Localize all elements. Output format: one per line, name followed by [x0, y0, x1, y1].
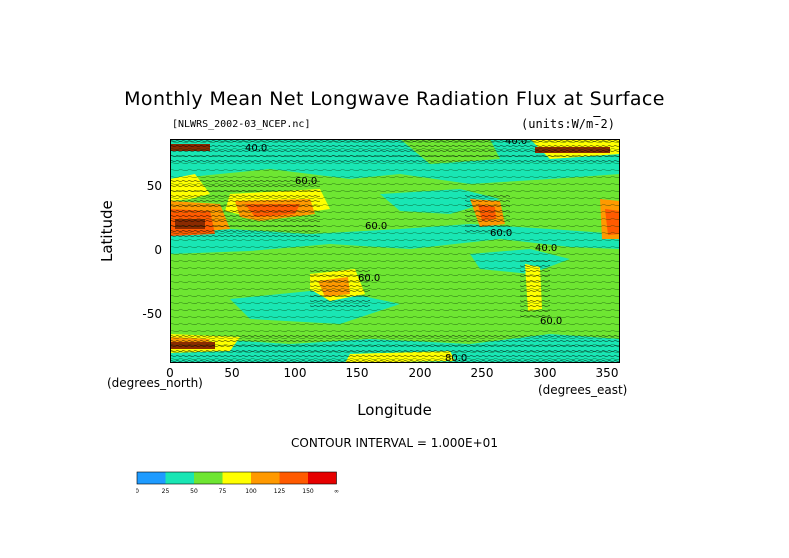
- contour-lines: [170, 139, 620, 363]
- colorbar-swatch: [194, 472, 223, 484]
- colorbar-frame: [136, 471, 337, 485]
- plot-frame: [170, 139, 620, 363]
- x-unit-label-right: (degrees_east): [538, 383, 628, 397]
- colorbar: 0 25 50 75 100 125 150 ∞: [136, 471, 339, 495]
- colorbar-swatch: [251, 472, 280, 484]
- y-axis-label: Latitude: [98, 200, 116, 262]
- contour-label: 40.0: [245, 143, 267, 154]
- heatmap-plot: 40.0 60.0 60.0 60.0 40.0 60.0 60.0 80.0 …: [170, 139, 620, 363]
- contour-label: 60.0: [358, 273, 380, 284]
- contour-label: 60.0: [365, 221, 387, 232]
- y-tick-label: -50: [142, 307, 162, 321]
- colorbar-tick-label: ∞: [334, 488, 339, 495]
- contour-label: 80.0: [445, 353, 467, 363]
- colorbar-swatch: [308, 472, 337, 484]
- colorbar-swatch: [222, 472, 251, 484]
- chart-title: Monthly Mean Net Longwave Radiation Flux…: [124, 88, 665, 110]
- x-tick-label: 100: [283, 366, 307, 380]
- x-tick-label: 350: [595, 366, 619, 380]
- colorbar-tick-label: 25: [162, 488, 170, 495]
- colorbar-tick-label: 150: [302, 488, 314, 495]
- file-label: [NLWRS_2002-03_NCEP.nc]: [172, 119, 311, 130]
- colorbar-tick-label: 50: [190, 488, 198, 495]
- x-unit-label-left: (degrees_north): [107, 376, 203, 390]
- x-tick-label: 250: [470, 366, 494, 380]
- colorbar-swatch: [279, 472, 308, 484]
- units-label: (units:W/m-2): [521, 117, 615, 131]
- contour-interval-label: CONTOUR INTERVAL = 1.000E+01: [291, 436, 498, 450]
- y-tick-label: 50: [146, 179, 162, 193]
- x-tick-label: 0: [166, 366, 174, 380]
- x-axis-label: Longitude: [357, 401, 432, 419]
- y-tick-label: 0: [154, 243, 162, 257]
- contour-label: 40.0: [535, 243, 557, 254]
- contour-label: 60.0: [295, 176, 317, 187]
- colorbar-tick-label: 100: [245, 488, 257, 495]
- contour-lines-dense: [170, 139, 620, 363]
- x-tick-label: 50: [224, 366, 240, 380]
- colorbar-tick-label: 125: [274, 488, 286, 495]
- contour-label: 60.0: [540, 316, 562, 327]
- colorbar-swatch: [137, 472, 166, 484]
- x-tick-label: 200: [408, 366, 432, 380]
- x-tick-label: 300: [533, 366, 557, 380]
- colorbar-tick-label: 0: [136, 488, 139, 495]
- contour-label: 40.0: [505, 139, 527, 147]
- colorbar-swatch: [165, 472, 194, 484]
- x-tick-label: 150: [345, 366, 369, 380]
- colorbar-tick-label: 75: [219, 488, 227, 495]
- contour-label: 60.0: [490, 228, 512, 239]
